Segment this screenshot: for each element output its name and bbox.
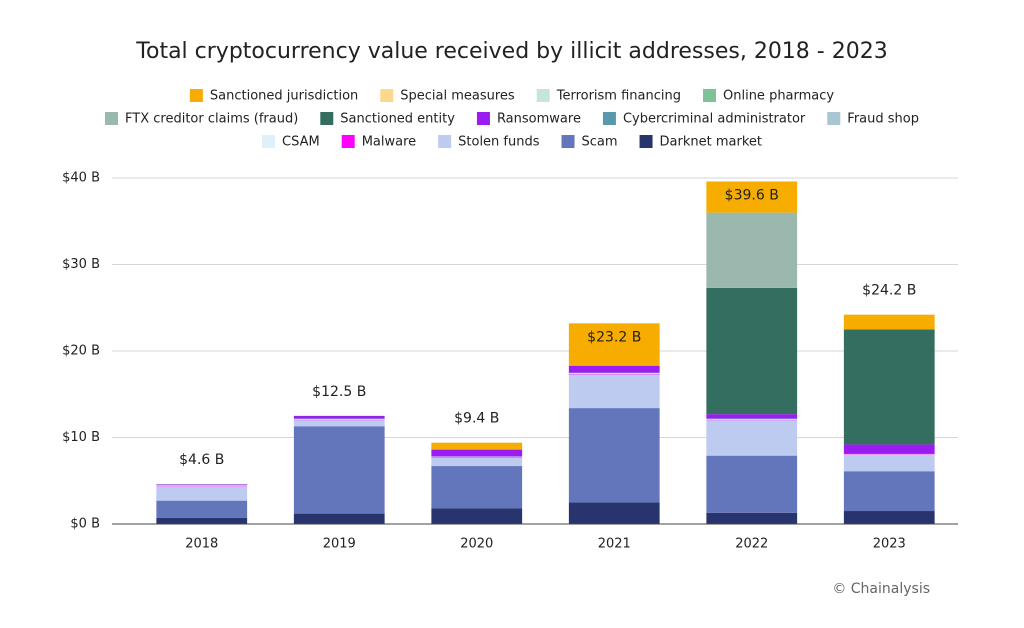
bar-segment	[843, 444, 935, 454]
legend-swatch	[380, 89, 394, 102]
legend-swatch	[320, 112, 334, 125]
y-tick-label: $40 B	[62, 171, 100, 186]
legend-label: Sanctioned jurisdiction	[210, 89, 358, 104]
legend-swatch	[341, 135, 355, 148]
legend-label: Fraud shop	[847, 112, 919, 127]
bar-segment	[706, 212, 798, 288]
source: © Chainalysis	[832, 581, 930, 597]
bar-segment	[431, 442, 523, 450]
legend-label: Special measures	[400, 89, 515, 104]
legend-label: Ransomware	[497, 112, 581, 127]
bar-segment	[431, 457, 523, 467]
bar-segment	[706, 414, 798, 419]
legend-label: Sanctioned entity	[340, 112, 455, 127]
bar-segment	[568, 408, 660, 503]
bar-segment	[706, 287, 798, 415]
legend-swatch	[262, 135, 275, 148]
bar-segment	[293, 513, 385, 524]
legend-swatch	[438, 135, 452, 148]
bar-segment	[156, 485, 248, 486]
y-tick-label: $20 B	[62, 344, 100, 359]
total-label: $39.6 B	[725, 187, 779, 203]
legend-swatch	[703, 89, 717, 102]
total-label: $9.4 B	[454, 411, 499, 427]
x-tick-label: 2022	[735, 537, 768, 552]
bar-segment	[706, 181, 798, 213]
total-label: $12.5 B	[312, 384, 366, 400]
bar-segment	[293, 426, 385, 514]
bar-segment	[843, 314, 935, 330]
bar-segment	[293, 415, 385, 419]
legend-label: FTX creditor claims (fraud)	[125, 112, 298, 127]
bar-segment	[843, 471, 935, 512]
x-tick-label: 2020	[460, 537, 493, 552]
legend-label: Stolen funds	[458, 135, 540, 150]
legend-swatch	[561, 135, 575, 148]
legend-label: Terrorism financing	[556, 89, 681, 104]
x-tick-label: 2018	[185, 537, 218, 552]
total-label: $4.6 B	[179, 452, 224, 468]
legend-swatch	[827, 112, 841, 125]
bar-segment	[431, 449, 523, 457]
y-tick-label: $0 B	[70, 517, 100, 532]
bar-segment	[431, 466, 523, 509]
total-label: $24.2 B	[862, 283, 916, 299]
bar-segment	[156, 500, 248, 518]
bar-segment	[568, 365, 660, 373]
bar-segment	[293, 420, 385, 427]
bar-segment	[568, 502, 660, 524]
legend-label: Malware	[362, 135, 416, 150]
bar-segment	[431, 508, 523, 524]
legend-swatch	[189, 89, 203, 102]
bar-segment	[843, 454, 935, 472]
legend-label: Cybercriminal administrator	[623, 112, 806, 127]
legend-swatch	[602, 112, 616, 125]
bar-segment	[706, 512, 798, 524]
total-label: $23.2 B	[587, 329, 641, 345]
bar-segment	[706, 455, 798, 513]
legend-swatch	[536, 89, 550, 102]
legend-label: Scam	[582, 135, 618, 150]
y-tick-label: $30 B	[62, 257, 100, 272]
legend-label: Darknet market	[660, 135, 762, 150]
legend-label: Online pharmacy	[723, 89, 834, 104]
legend-swatch	[105, 112, 119, 125]
y-tick-label: $10 B	[62, 430, 100, 445]
bar-segment	[843, 511, 935, 524]
bar-segment	[156, 486, 248, 501]
legend-label: CSAM	[282, 135, 320, 150]
legend-swatch	[639, 135, 653, 148]
bar-segment	[568, 374, 660, 409]
bar-segment	[706, 420, 798, 456]
chart-title: Total cryptocurrency value received by i…	[135, 39, 887, 64]
bar-segment	[156, 517, 248, 524]
bar-segment	[568, 323, 660, 366]
legend-swatch	[476, 112, 490, 125]
bar-segment	[843, 329, 935, 445]
x-tick-label: 2023	[873, 537, 906, 552]
x-tick-label: 2021	[598, 537, 631, 552]
x-tick-label: 2019	[323, 537, 356, 552]
